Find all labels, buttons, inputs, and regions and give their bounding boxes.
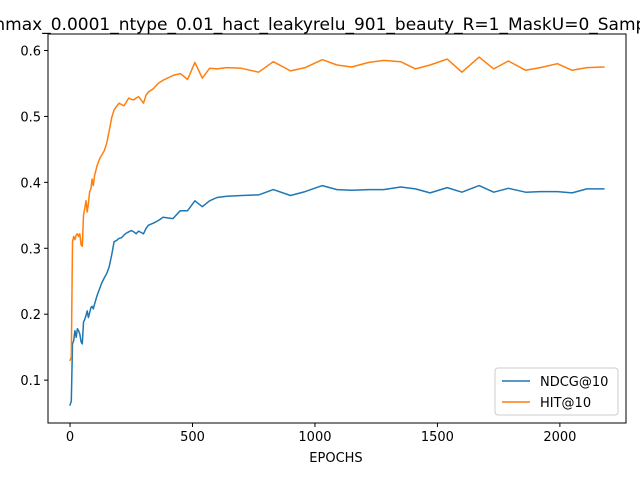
y-tick-label: 0.3 — [20, 242, 41, 257]
y-tick-label: 0.2 — [20, 308, 41, 323]
series-line-ndcg-10 — [69, 184, 605, 406]
y-axis-ticks: 0.1 0.2 0.3 0.4 0.5 0.6 — [20, 44, 48, 389]
x-tick-label: 1000 — [298, 430, 331, 445]
y-tick-label: 0.6 — [20, 44, 41, 59]
x-axis-ticks: 0 500 1000 1500 2000 — [66, 423, 576, 445]
chart-title: lnmax_0.0001_ntype_0.01_hact_leakyrelu_9… — [0, 15, 640, 35]
legend-frame — [494, 367, 619, 416]
legend-label-hit-10: HIT@10 — [540, 396, 591, 411]
series-layer — [69, 56, 605, 406]
y-tick-label: 0.4 — [20, 176, 41, 191]
legend-items: NDCG@10 HIT@10 — [502, 375, 608, 411]
plot-frame — [47, 33, 627, 424]
x-axis-label: EPOCHS — [309, 451, 362, 466]
x-tick-label: 500 — [180, 430, 205, 445]
x-tick-label: 2000 — [543, 430, 576, 445]
legend-label-ndcg-10: NDCG@10 — [540, 375, 608, 390]
x-tick-label: 0 — [66, 430, 74, 445]
y-tick-label: 0.1 — [20, 374, 41, 389]
y-tick-label: 0.5 — [20, 110, 41, 125]
series-line-hit-10 — [69, 56, 605, 362]
x-tick-label: 1500 — [421, 430, 454, 445]
legend: NDCG@10 HIT@10 — [494, 367, 619, 416]
